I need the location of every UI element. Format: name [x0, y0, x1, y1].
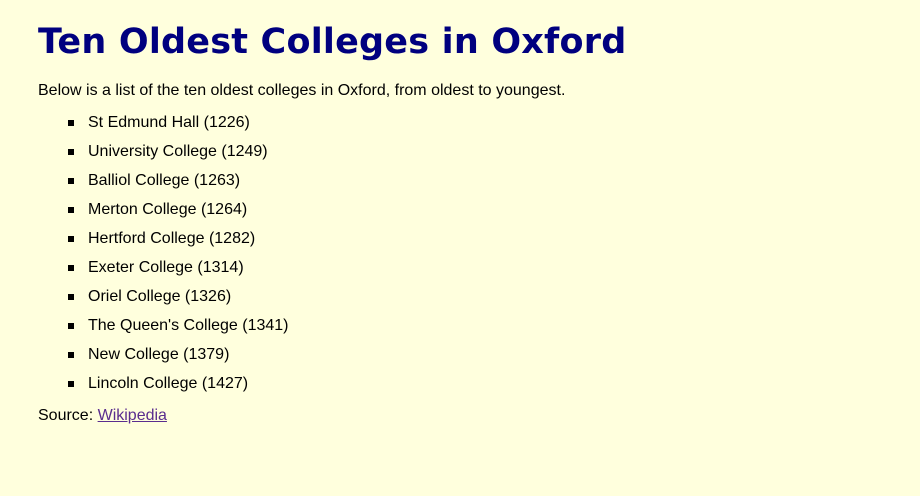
college-label: St Edmund Hall (1226)	[88, 114, 250, 131]
college-label: Oriel College (1326)	[88, 288, 232, 305]
list-item: Lincoln College (1427)	[68, 374, 882, 403]
square-bullet-icon	[68, 236, 74, 242]
square-bullet-icon	[68, 178, 74, 184]
list-item: The Queen's College (1341)	[68, 316, 882, 345]
square-bullet-icon	[68, 352, 74, 358]
college-label: University College (1249)	[88, 143, 268, 160]
college-label: The Queen's College (1341)	[88, 317, 289, 334]
list-item: St Edmund Hall (1226)	[68, 113, 882, 142]
square-bullet-icon	[68, 149, 74, 155]
list-item: Merton College (1264)	[68, 200, 882, 229]
list-item: Hertford College (1282)	[68, 229, 882, 258]
intro-paragraph: Below is a list of the ten oldest colleg…	[38, 82, 566, 99]
square-bullet-icon	[68, 294, 74, 300]
list-item: University College (1249)	[68, 142, 882, 171]
college-list: St Edmund Hall (1226) University College…	[38, 113, 882, 403]
college-label: Lincoln College (1427)	[88, 375, 249, 392]
list-item: Exeter College (1314)	[68, 258, 882, 287]
college-label: Hertford College (1282)	[88, 230, 256, 247]
college-label: Merton College (1264)	[88, 201, 248, 218]
college-label: Balliol College (1263)	[88, 172, 241, 189]
wikipedia-link[interactable]: Wikipedia	[97, 407, 167, 424]
list-item: Oriel College (1326)	[68, 287, 882, 316]
source-line: Source: Wikipedia	[38, 406, 882, 426]
college-label: Exeter College (1314)	[88, 259, 244, 276]
list-item: Balliol College (1263)	[68, 171, 882, 200]
list-item: New College (1379)	[68, 345, 882, 374]
square-bullet-icon	[68, 120, 74, 126]
source-label: Source:	[38, 407, 94, 424]
square-bullet-icon	[68, 323, 74, 329]
square-bullet-icon	[68, 207, 74, 213]
college-label: New College (1379)	[88, 346, 230, 363]
page-title: Ten Oldest Colleges in Oxford	[38, 22, 627, 62]
page-content: Ten Oldest Colleges in Oxford Below is a…	[38, 22, 882, 426]
square-bullet-icon	[68, 381, 74, 387]
square-bullet-icon	[68, 265, 74, 271]
